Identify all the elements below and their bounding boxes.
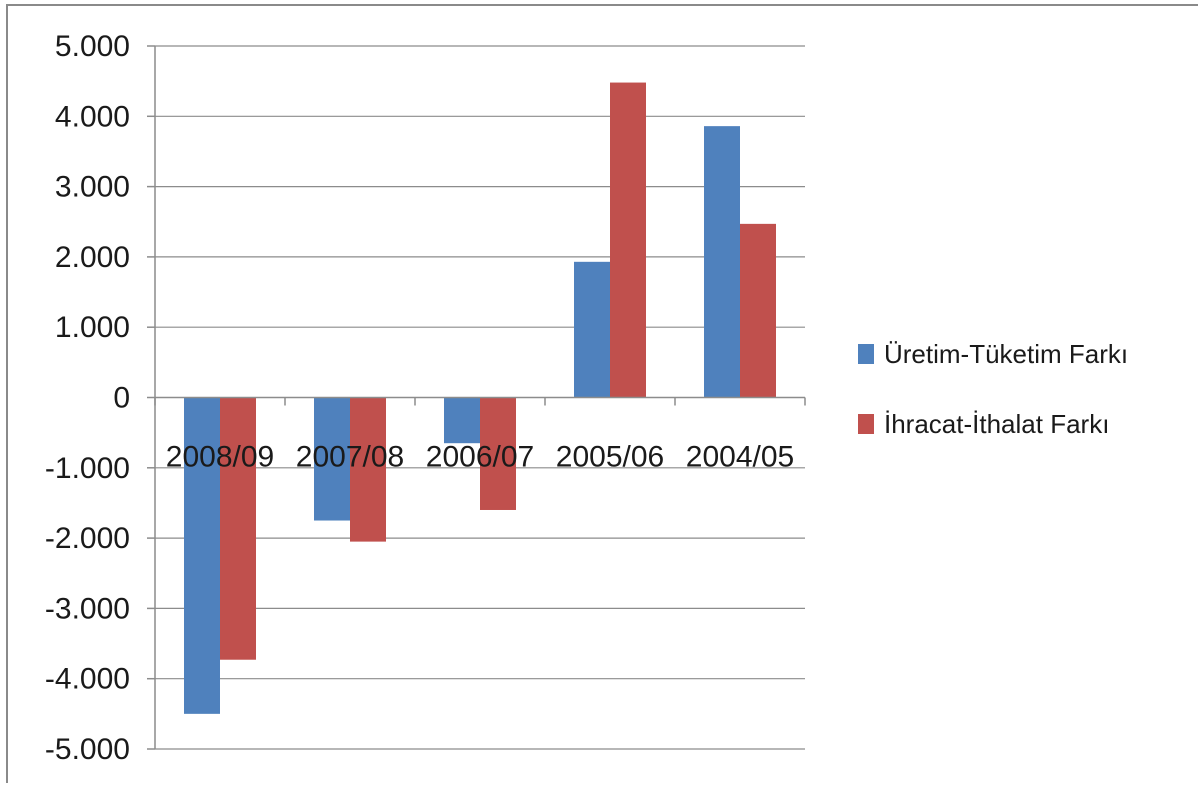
gridlines [155, 45, 805, 750]
legend-label: Üretim-Tüketim Farkı [884, 339, 1128, 369]
legend: Üretim-Tüketim Farkı İhracat-İthalat Fark… [858, 339, 1128, 439]
y-tick-label: 2.000 [55, 241, 130, 274]
y-tick-label: 0 [113, 382, 130, 415]
bar-ihracat-ithalat-2004-05 [740, 223, 776, 398]
category-label: 2005/06 [556, 441, 664, 474]
category-label: 2008/09 [166, 441, 274, 474]
bar-ihracat-ithalat-2007-08 [350, 397, 386, 542]
category-labels: 2008/09 2007/08 2006/07 2005/06 2004/05 [166, 441, 794, 474]
category-label: 2004/05 [686, 441, 794, 474]
bar-ihracat-ithalat-2008-09 [220, 397, 256, 660]
bars [184, 82, 776, 714]
bar-uretim-tuketim-2007-08 [314, 397, 350, 521]
y-tick-label: -1.000 [45, 452, 130, 485]
bar-ihracat-ithalat-2005-06 [610, 82, 646, 398]
y-tick-label: -3.000 [45, 592, 130, 625]
axes [147, 45, 806, 750]
y-tick-label: 1.000 [55, 311, 130, 344]
y-tick-label: -2.000 [45, 522, 130, 555]
y-tick-label: 3.000 [55, 171, 130, 204]
bar-uretim-tuketim-2004-05 [704, 126, 740, 398]
bar-uretim-tuketim-2005-06 [574, 261, 610, 398]
bar-ihracat-ithalat-2006-07 [480, 397, 516, 510]
category-label: 2007/08 [296, 441, 404, 474]
y-tick-label: 5.000 [55, 30, 130, 63]
legend-label: İhracat-İthalat Farkı [884, 409, 1109, 439]
legend-swatch [858, 414, 874, 434]
y-tick-label: -5.000 [45, 733, 130, 766]
y-tick-label: -4.000 [45, 663, 130, 696]
y-axis-ticks: 5.000 4.000 3.000 2.000 1.000 0 -1.000 -2.000 -3… [45, 30, 130, 766]
bar-uretim-tuketim-2008-09 [184, 397, 220, 714]
legend-swatch [858, 344, 874, 364]
y-tick-label: 4.000 [55, 100, 130, 133]
bar-uretim-tuketim-2006-07 [444, 397, 480, 444]
category-label: 2006/07 [426, 441, 534, 474]
